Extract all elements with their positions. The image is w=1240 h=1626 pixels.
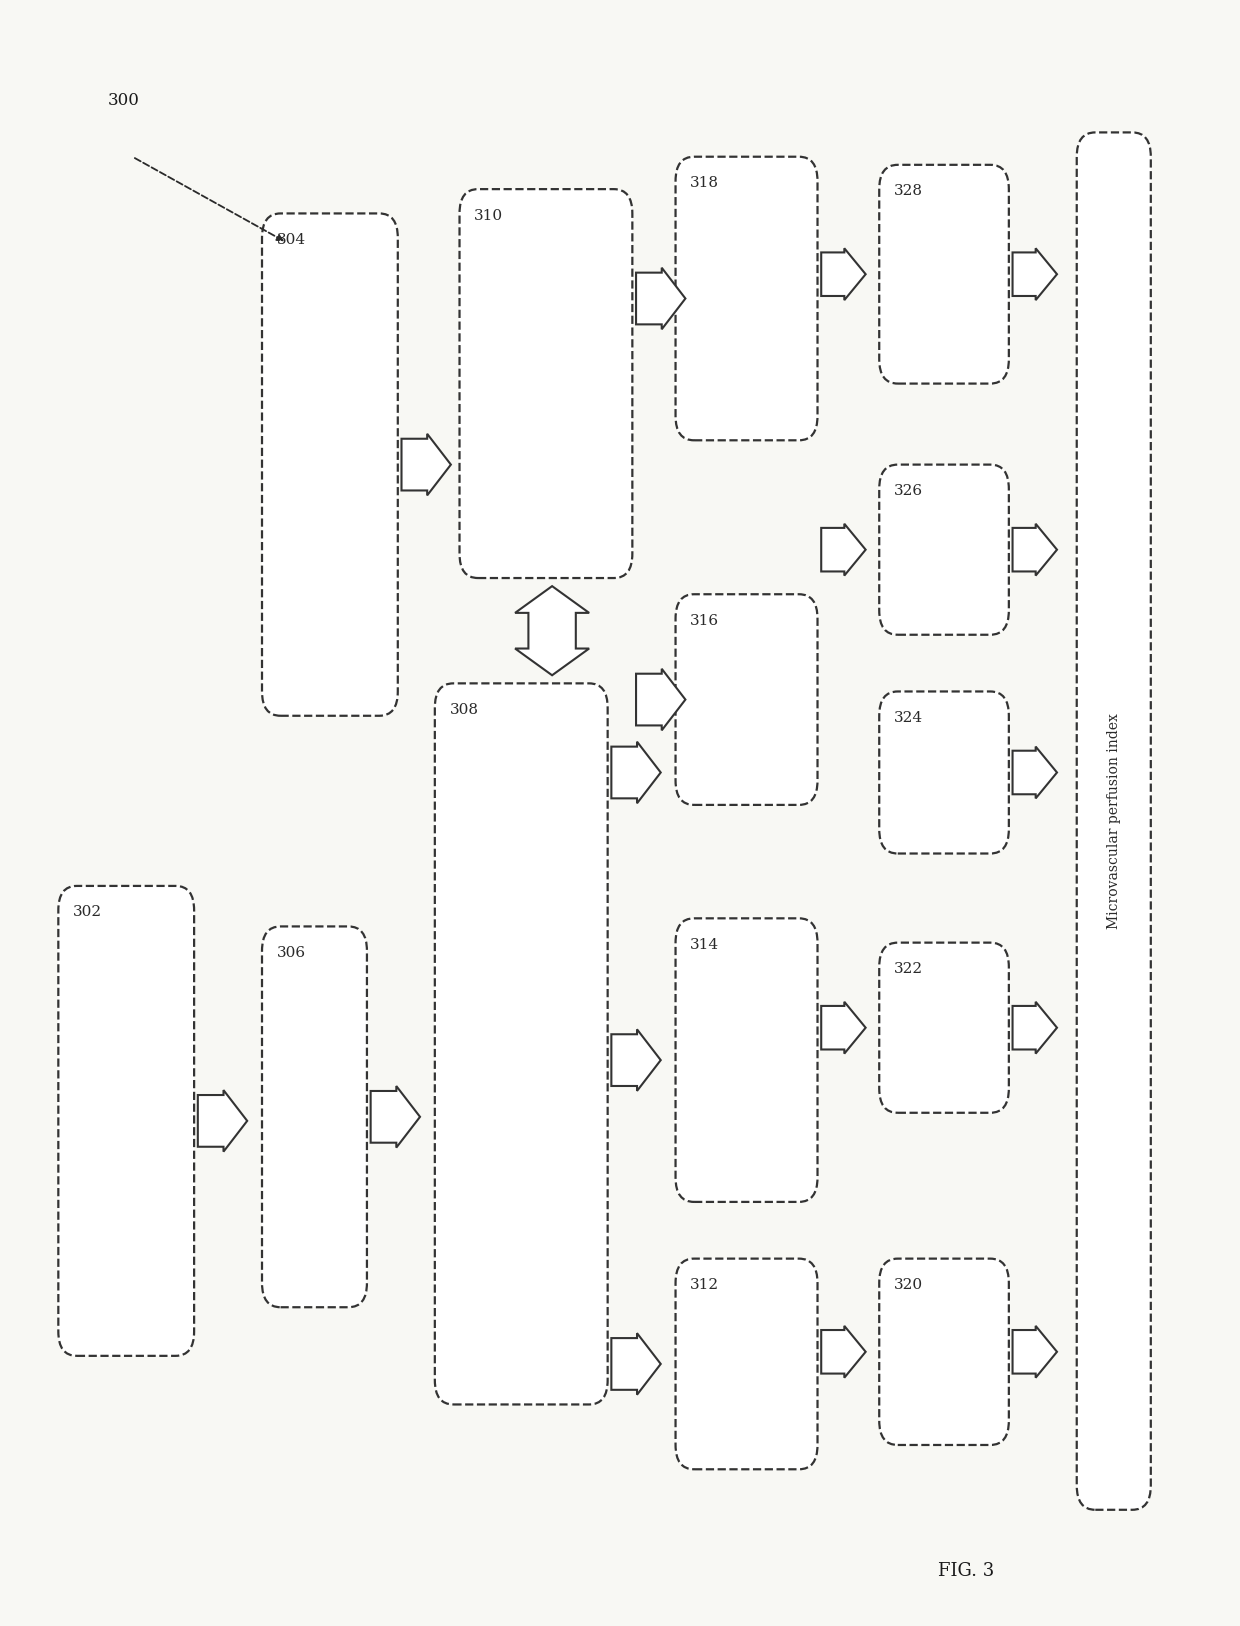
FancyBboxPatch shape bbox=[1076, 132, 1151, 1511]
Text: 306: 306 bbox=[277, 946, 306, 959]
Text: 324: 324 bbox=[894, 711, 923, 725]
FancyBboxPatch shape bbox=[262, 213, 398, 715]
Polygon shape bbox=[611, 1333, 661, 1395]
Text: 316: 316 bbox=[691, 613, 719, 628]
Polygon shape bbox=[198, 1089, 247, 1151]
Polygon shape bbox=[1013, 524, 1056, 576]
Text: 304: 304 bbox=[277, 233, 306, 247]
Polygon shape bbox=[611, 1029, 661, 1091]
Polygon shape bbox=[1013, 1325, 1056, 1377]
Polygon shape bbox=[821, 1002, 866, 1054]
Polygon shape bbox=[636, 668, 686, 730]
FancyBboxPatch shape bbox=[879, 691, 1009, 854]
Polygon shape bbox=[821, 524, 866, 576]
FancyBboxPatch shape bbox=[879, 465, 1009, 634]
FancyBboxPatch shape bbox=[435, 683, 608, 1405]
Polygon shape bbox=[1013, 746, 1056, 798]
Polygon shape bbox=[371, 1086, 420, 1148]
Text: 326: 326 bbox=[894, 485, 923, 498]
Polygon shape bbox=[636, 268, 686, 330]
Text: Microvascular perfusion index: Microvascular perfusion index bbox=[1107, 714, 1121, 928]
Polygon shape bbox=[611, 741, 661, 803]
Text: FIG. 3: FIG. 3 bbox=[937, 1563, 993, 1580]
FancyBboxPatch shape bbox=[676, 919, 817, 1202]
FancyBboxPatch shape bbox=[676, 156, 817, 441]
Text: 310: 310 bbox=[475, 208, 503, 223]
Text: 322: 322 bbox=[894, 963, 923, 976]
FancyBboxPatch shape bbox=[879, 164, 1009, 384]
Text: 308: 308 bbox=[450, 702, 479, 717]
Polygon shape bbox=[515, 585, 589, 675]
Text: 314: 314 bbox=[691, 938, 719, 951]
Polygon shape bbox=[821, 1325, 866, 1377]
Text: 300: 300 bbox=[108, 93, 140, 109]
Text: 318: 318 bbox=[691, 176, 719, 190]
FancyBboxPatch shape bbox=[879, 1259, 1009, 1446]
Polygon shape bbox=[402, 434, 451, 496]
FancyBboxPatch shape bbox=[676, 593, 817, 805]
Polygon shape bbox=[1013, 1002, 1056, 1054]
Text: 328: 328 bbox=[894, 184, 923, 198]
FancyBboxPatch shape bbox=[879, 943, 1009, 1112]
FancyBboxPatch shape bbox=[262, 927, 367, 1307]
Text: 302: 302 bbox=[73, 906, 102, 919]
Text: 320: 320 bbox=[894, 1278, 923, 1293]
FancyBboxPatch shape bbox=[676, 1259, 817, 1470]
Polygon shape bbox=[1013, 249, 1056, 301]
Polygon shape bbox=[821, 249, 866, 301]
FancyBboxPatch shape bbox=[460, 189, 632, 577]
Text: 312: 312 bbox=[691, 1278, 719, 1293]
FancyBboxPatch shape bbox=[58, 886, 195, 1356]
